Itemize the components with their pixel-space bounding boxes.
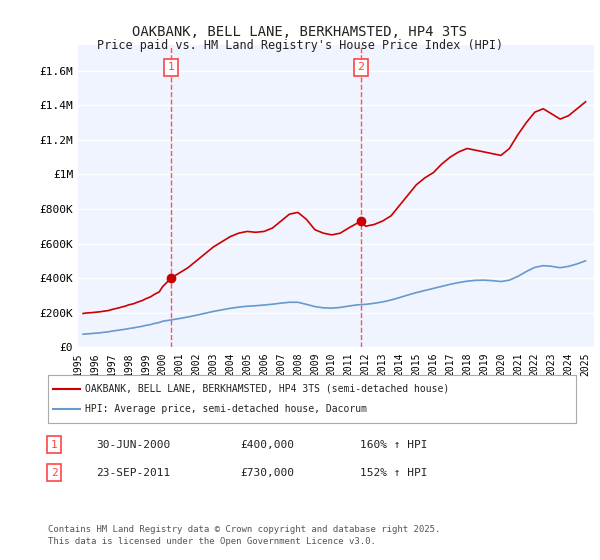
Text: 1: 1 <box>167 62 175 72</box>
Text: HPI: Average price, semi-detached house, Dacorum: HPI: Average price, semi-detached house,… <box>85 404 367 414</box>
Text: 30-JUN-2000: 30-JUN-2000 <box>96 440 170 450</box>
Text: 152% ↑ HPI: 152% ↑ HPI <box>360 468 427 478</box>
Text: OAKBANK, BELL LANE, BERKHAMSTED, HP4 3TS: OAKBANK, BELL LANE, BERKHAMSTED, HP4 3TS <box>133 25 467 39</box>
Text: 160% ↑ HPI: 160% ↑ HPI <box>360 440 427 450</box>
Text: £730,000: £730,000 <box>240 468 294 478</box>
Text: 2: 2 <box>50 468 58 478</box>
Text: Contains HM Land Registry data © Crown copyright and database right 2025.
This d: Contains HM Land Registry data © Crown c… <box>48 525 440 546</box>
Text: 1: 1 <box>50 440 58 450</box>
Text: OAKBANK, BELL LANE, BERKHAMSTED, HP4 3TS (semi-detached house): OAKBANK, BELL LANE, BERKHAMSTED, HP4 3TS… <box>85 384 449 394</box>
Text: £400,000: £400,000 <box>240 440 294 450</box>
Text: Price paid vs. HM Land Registry's House Price Index (HPI): Price paid vs. HM Land Registry's House … <box>97 39 503 52</box>
Text: 2: 2 <box>358 62 365 72</box>
Text: 23-SEP-2011: 23-SEP-2011 <box>96 468 170 478</box>
